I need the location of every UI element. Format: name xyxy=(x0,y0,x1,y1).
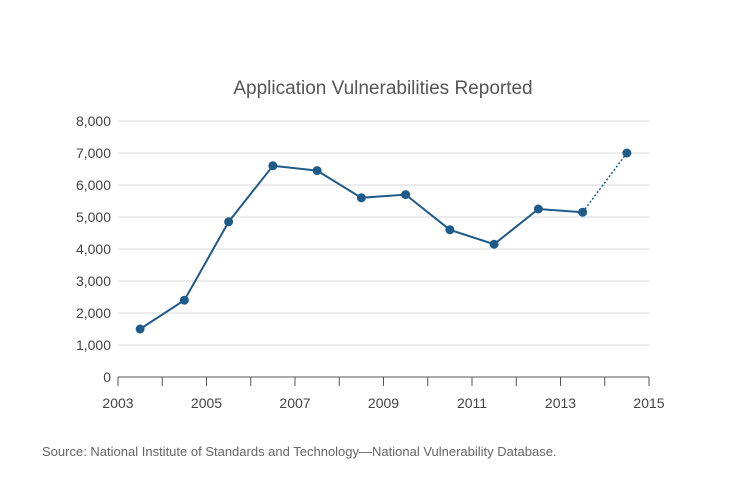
y-tick-label: 5,000 xyxy=(76,209,111,225)
x-tick-label: 2009 xyxy=(368,395,399,411)
y-tick-label: 2,000 xyxy=(76,305,111,321)
x-axis: 2003 2005 2007 2009 2011 2013 2015 xyxy=(102,376,665,411)
x-tick-label: 2011 xyxy=(457,395,487,411)
data-point xyxy=(312,166,322,176)
data-point xyxy=(135,324,145,334)
series-line xyxy=(135,148,632,334)
data-point xyxy=(356,193,366,203)
y-tick-label: 0 xyxy=(103,369,111,385)
series-line-projected xyxy=(582,152,628,213)
y-tick-label: 8,000 xyxy=(76,113,111,129)
y-tick-label: 1,000 xyxy=(76,337,111,353)
y-tick-label: 4,000 xyxy=(76,241,111,257)
data-point xyxy=(445,225,455,235)
y-tick-label: 7,000 xyxy=(76,145,111,161)
x-tick-label: 2003 xyxy=(102,395,133,411)
data-point xyxy=(533,204,543,214)
chart-title: Application Vulnerabilities Reported xyxy=(233,78,532,99)
y-tick-label: 3,000 xyxy=(76,273,111,289)
y-axis-ticks: 0 1,000 2,000 3,000 4,000 5,000 6,000 7,000 8,00… xyxy=(76,113,111,385)
grid-lines xyxy=(118,120,649,346)
data-point xyxy=(622,148,632,158)
x-tick-label: 2007 xyxy=(279,395,310,411)
data-point xyxy=(489,239,499,249)
data-point xyxy=(179,295,189,305)
data-point xyxy=(401,190,411,200)
series-line-solid xyxy=(139,164,583,330)
x-tick-label: 2005 xyxy=(191,395,222,411)
data-point xyxy=(268,161,278,171)
y-tick-label: 6,000 xyxy=(76,177,111,193)
x-tick-label: 2013 xyxy=(545,395,576,411)
x-tick-label: 2015 xyxy=(633,395,664,411)
data-point xyxy=(578,207,588,217)
source-note: Source: National Institute of Standards … xyxy=(42,444,557,459)
data-point xyxy=(224,217,234,227)
